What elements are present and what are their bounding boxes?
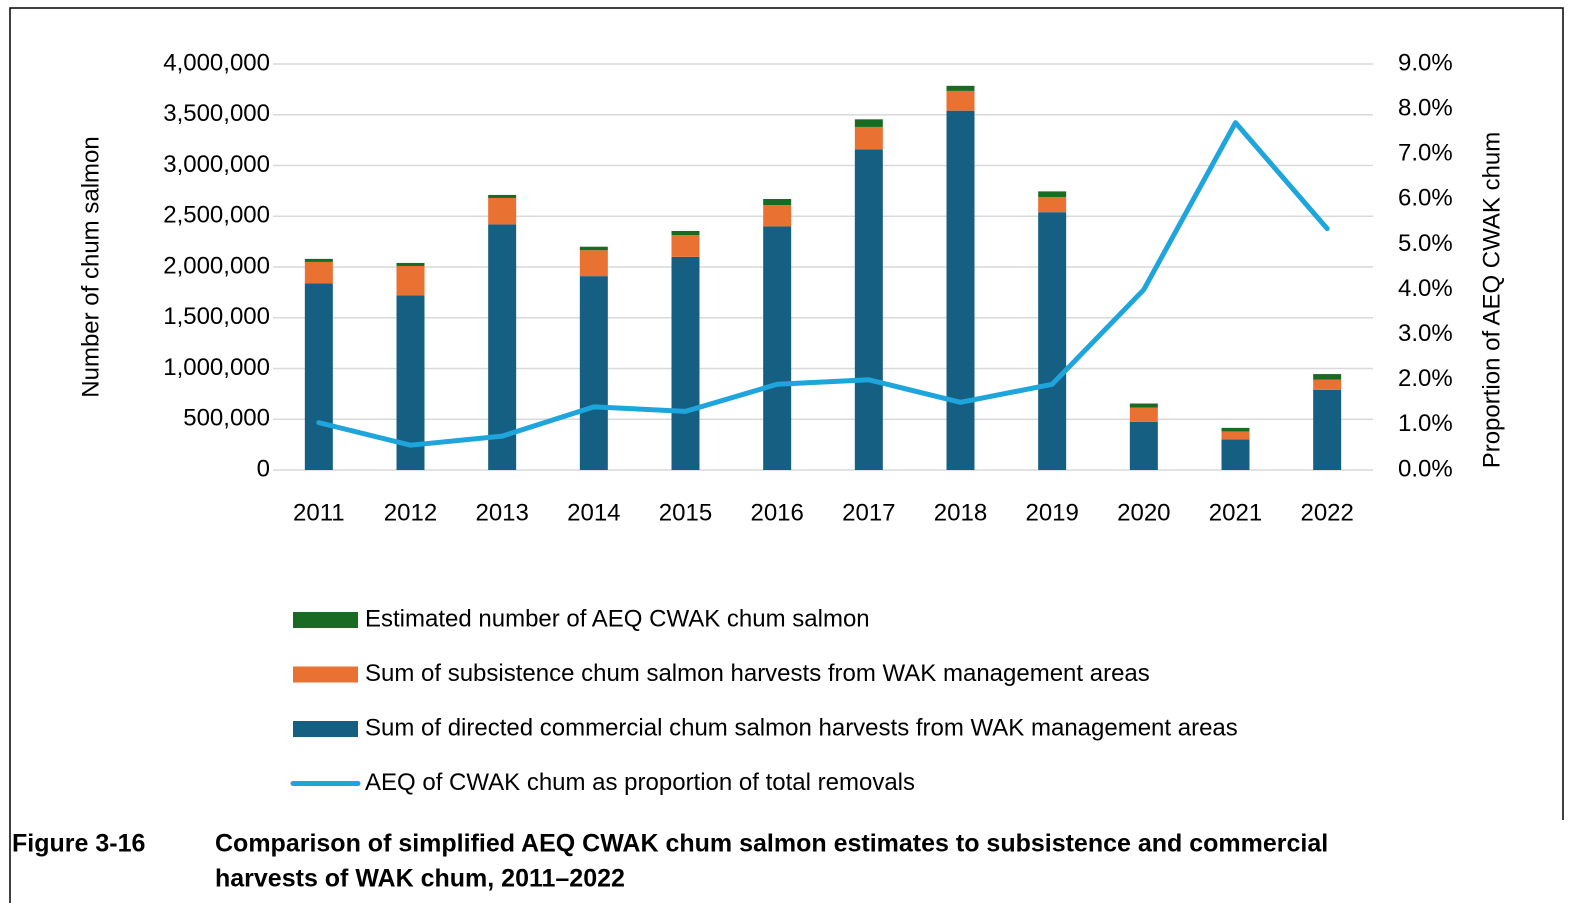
bar [304,283,333,470]
y-tick-label: 2,000,000 [163,252,270,279]
bar [1313,374,1342,380]
bar [488,194,517,198]
line [316,120,1330,448]
figure-label: Figure 3-16 [12,830,145,858]
y2-axis-title: Proportion of AEQ CWAK chum [1478,132,1505,469]
y2-tick-label: 0.0% [1398,455,1453,482]
legend-swatch [293,666,358,683]
legend-label: Sum of directed commercial chum salmon h… [365,714,1238,741]
bar [579,246,608,251]
y-tick-label: 1,000,000 [163,354,270,381]
y2-tick-label: 4.0% [1398,275,1453,302]
bar [1221,427,1250,432]
y2-tick-label: 2.0% [1398,365,1453,392]
y2-tick-label: 8.0% [1398,94,1453,121]
bar [763,198,792,206]
bar [854,119,883,127]
x-tick-label: 2022 [1300,499,1353,526]
x-tick-label: 2013 [475,499,528,526]
x-tick-label: 2020 [1117,499,1170,526]
y-tick-label: 0 [257,455,270,482]
bar [1313,389,1342,470]
bar [488,224,517,470]
bar [1129,407,1158,422]
legend-label: AEQ of CWAK chum as proportion of total … [365,769,915,796]
y-tick-label: 2,500,000 [163,202,270,229]
y2-tick-label: 1.0% [1398,410,1453,437]
frame [9,7,1564,903]
x-tick-label: 2017 [842,499,895,526]
bar [1221,431,1250,440]
legend-label: Sum of subsistence chum salmon harvests … [365,660,1150,687]
bar [854,149,883,470]
x-tick-label: 2011 [293,499,345,526]
x-tick-label: 2018 [934,499,987,526]
legend-swatch [293,721,358,737]
x-tick-label: 2021 [1209,499,1262,526]
y-tick-label: 3,000,000 [163,151,270,178]
y2-tick-label: 6.0% [1398,185,1453,212]
bar [1129,421,1158,470]
bar [671,230,700,236]
bar [1038,191,1067,197]
y-tick-label: 1,500,000 [163,303,270,330]
legend-swatch [293,612,358,628]
y-axis-title: Number of chum salmon [77,136,104,397]
bar [579,250,608,277]
bar [579,276,608,470]
bar [488,197,517,225]
y2-tick-label: 9.0% [1398,49,1453,76]
x-tick-label: 2012 [384,499,437,526]
x-tick-label: 2014 [567,499,620,526]
x-tick-label: 2019 [1025,499,1078,526]
caption: Comparison of simplified AEQ CWAK chum s… [215,830,1328,858]
bar [671,235,700,257]
y-tick-label: 3,500,000 [163,100,270,127]
bar [396,262,425,266]
bar [763,226,792,470]
y-tick-label: 4,000,000 [163,49,270,76]
bar [304,258,333,262]
bar [854,126,883,150]
caption: harvests of WAK chum, 2011–2022 [215,865,625,893]
x-tick-label: 2015 [659,499,712,526]
y-tick-label: 500,000 [183,405,270,432]
bar [1221,439,1250,470]
bar [304,261,333,284]
legend-label: Estimated number of AEQ CWAK chum salmon [365,605,870,632]
bar [1129,403,1158,408]
bar [763,205,792,227]
bar [946,85,975,91]
y2-tick-label: 3.0% [1398,320,1453,347]
bar [1038,212,1067,470]
bar [671,256,700,470]
bar [1313,379,1342,390]
bar [946,110,975,470]
bar [946,90,975,111]
bar [1038,196,1067,213]
y2-tick-label: 7.0% [1398,140,1453,167]
bar [396,265,425,296]
x-tick-label: 2016 [750,499,803,526]
y2-tick-label: 5.0% [1398,230,1453,257]
